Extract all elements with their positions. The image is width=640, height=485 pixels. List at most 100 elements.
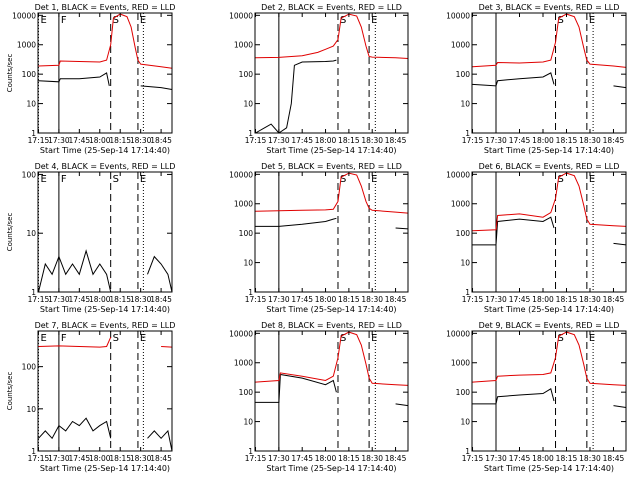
x-tick-label: 18:30 (579, 454, 601, 463)
marker-label: F (61, 333, 67, 344)
x-tick-label: 17:30 (485, 454, 507, 463)
chart-title: Det 6, BLACK = Events, RED = LLD (479, 162, 620, 171)
y-tick-label: 10000 (229, 329, 253, 338)
x-tick-label: 18:15 (556, 136, 578, 145)
x-tick-label: 18:00 (532, 454, 554, 463)
plot-frame (254, 12, 409, 134)
y-tick-label: 10 (460, 418, 470, 427)
y-tick-label: 1000 (234, 200, 253, 209)
y-tick-label: 10000 (446, 11, 470, 20)
x-tick-label: 18:30 (361, 136, 383, 145)
series-line (255, 217, 409, 230)
marker-label: E (40, 333, 46, 344)
y-tick-label: 1000 (451, 359, 470, 368)
y-axis-label: Counts/sec (6, 213, 14, 252)
x-tick-label: 17:45 (509, 136, 531, 145)
x-tick-label: 17:45 (291, 136, 313, 145)
x-axis-label: Start Time (25-Sep-14 17:14:40) (40, 464, 170, 473)
y-tick-label: 1 (248, 288, 253, 297)
marker-label: E (40, 174, 46, 185)
x-tick-label: 18:00 (532, 136, 554, 145)
x-tick-label: 18:15 (338, 295, 360, 304)
y-tick-label: 1 (248, 129, 253, 138)
y-tick-label: 1 (465, 129, 470, 138)
plot-frame (37, 12, 173, 134)
series-line (472, 331, 627, 386)
y-tick-label: 1000 (234, 41, 253, 50)
x-tick-label: 18:45 (385, 136, 407, 145)
x-tick-label: 18:45 (603, 454, 625, 463)
x-tick-label: 18:30 (130, 454, 152, 463)
x-tick-label: 18:00 (315, 136, 337, 145)
series-line (38, 249, 173, 293)
y-tick-label: 10000 (446, 170, 470, 179)
x-tick-label: 17:45 (291, 295, 313, 304)
y-tick-label: 10 (243, 259, 253, 268)
series-line (38, 417, 173, 452)
x-tick-label: 17:30 (268, 454, 290, 463)
x-tick-label: 18:30 (130, 136, 152, 145)
x-axis-label: Start Time (25-Sep-14 17:14:40) (40, 305, 170, 314)
x-tick-label: 18:15 (109, 136, 131, 145)
y-tick-label: 1000 (451, 200, 470, 209)
marker-label: S (113, 174, 119, 185)
plot-frame (471, 12, 627, 134)
y-tick-label: 1 (248, 447, 253, 456)
chart-title: Det 4, BLACK = Events, RED = LLD (35, 162, 176, 171)
marker-label: E (140, 174, 146, 185)
y-tick-label: 1000 (17, 41, 36, 50)
y-tick-label: 1000 (451, 41, 470, 50)
series-line (38, 336, 173, 348)
x-tick-label: 18:15 (556, 295, 578, 304)
series-line (38, 72, 173, 90)
y-tick-label: 10 (243, 100, 253, 109)
x-tick-label: 18:45 (603, 136, 625, 145)
x-tick-label: 17:45 (509, 454, 531, 463)
y-tick-label: 10 (460, 259, 470, 268)
x-tick-label: 17:30 (485, 136, 507, 145)
marker-label: F (61, 15, 67, 26)
x-tick-label: 18:15 (109, 454, 131, 463)
x-tick-label: 18:00 (89, 454, 111, 463)
x-axis-label: Start Time (25-Sep-14 17:14:40) (484, 146, 614, 155)
x-axis-label: Start Time (25-Sep-14 17:14:40) (266, 305, 396, 314)
marker-label: E (589, 174, 595, 185)
chart-title: Det 5, BLACK = Events, RED = LLD (261, 162, 402, 171)
x-tick-label: 18:30 (130, 295, 152, 304)
chart-title: Det 8, BLACK = Events, RED = LLD (261, 321, 402, 330)
y-tick-label: 10 (26, 229, 36, 238)
x-tick-label: 18:00 (532, 295, 554, 304)
y-tick-label: 10 (26, 100, 36, 109)
series-line (256, 60, 396, 133)
marker-label: S (113, 333, 119, 344)
y-tick-label: 100 (456, 229, 471, 238)
chart-panel-4: Det 4, BLACK = Events, RED = LLD E F S E 17:1… (6, 162, 175, 314)
chart-panel-7: Det 7, BLACK = Events, RED = LLD E F S E 17:1… (6, 321, 175, 473)
y-tick-label: 10000 (446, 329, 470, 338)
marker-label: S (340, 174, 346, 185)
chart-title: Det 7, BLACK = Events, RED = LLD (35, 321, 176, 330)
x-tick-label: 18:45 (385, 295, 407, 304)
marker-label: E (589, 15, 595, 26)
marker-label: S (113, 15, 119, 26)
series-line (472, 72, 627, 89)
y-axis-label: Counts/sec (6, 372, 14, 411)
y-axis-label: Counts/sec (6, 54, 14, 93)
y-tick-label: 100 (456, 70, 471, 79)
y-tick-label: 10 (460, 100, 470, 109)
x-tick-label: 18:30 (361, 295, 383, 304)
x-tick-label: 17:45 (509, 295, 531, 304)
y-tick-label: 100 (239, 229, 254, 238)
x-tick-label: 17:15 (462, 454, 484, 463)
marker-label: S (558, 174, 564, 185)
marker-label: E (140, 15, 146, 26)
x-tick-label: 17:45 (69, 136, 91, 145)
marker-label: E (140, 333, 146, 344)
x-tick-label: 17:15 (28, 295, 50, 304)
